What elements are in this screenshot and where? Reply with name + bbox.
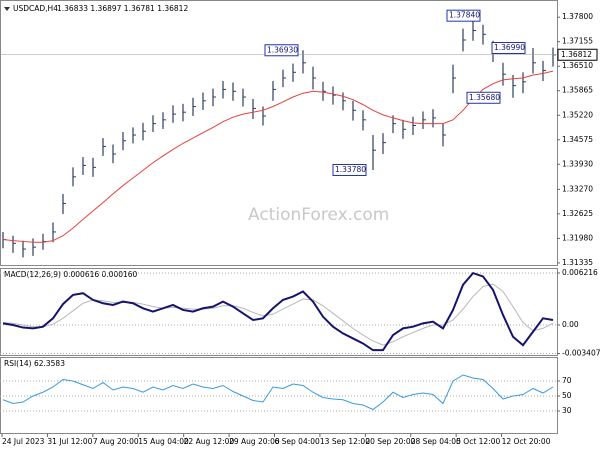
y-tick-label: 1.36510 [562, 61, 593, 70]
x-tick-label: 13 Sep 12:00 [320, 437, 370, 446]
y-tick-label: 1.35865 [562, 86, 593, 95]
y-tick-label: 1.31335 [562, 258, 593, 267]
quote: 1.36833 1.36897 1.36781 1.36812 [57, 4, 188, 13]
annotation-label: 1.36990 [494, 43, 525, 52]
y-tick-label: 1.34575 [562, 135, 593, 144]
menu-icon [4, 7, 10, 11]
series-line [2, 271, 554, 352]
x-tick-label: 28 Sep 04:00 [411, 437, 461, 446]
x-tick-label: 22 Aug 12:00 [184, 437, 235, 446]
macd-panel [0, 268, 558, 356]
y-tick-label: 1.33270 [562, 184, 593, 193]
series-line [2, 283, 554, 346]
annotation-box [491, 41, 526, 54]
x-tick-label: 15 Aug 04:00 [138, 437, 189, 446]
y-tick-label: 1.32625 [562, 209, 593, 218]
x-tick-label: 24 Jul 2023 [2, 437, 45, 446]
macd-title: MACD(12,26,9) 0.000616 0.000160 [4, 270, 138, 279]
annotation-label: 1.36930 [267, 45, 298, 54]
y-tick-label: -0.003407 [562, 349, 600, 358]
y-tick-label: 70 [562, 376, 572, 385]
y-tick-label: 1.35220 [562, 110, 593, 119]
rsi-title: RSI(14) 62.3583 [4, 359, 65, 368]
annotation-box [446, 9, 481, 22]
series-line [2, 70, 554, 243]
y-tick-label: 1.33930 [562, 159, 593, 168]
annotation-box [466, 91, 501, 104]
y-tick-label: 0.006216 [562, 268, 598, 277]
x-tick-label: 5 Oct 12:00 [456, 437, 500, 446]
y-tick-label: 1.37800 [562, 12, 593, 21]
x-tick-label: 7 Aug 20:00 [93, 437, 139, 446]
x-tick-label: 20 Sep 20:00 [365, 437, 415, 446]
x-tick-label: 31 Jul 12:00 [47, 437, 92, 446]
watermark: ActionForex.com [248, 205, 389, 225]
x-tick-label: 6 Sep 04:00 [275, 437, 321, 446]
y-tick-label: 1.37155 [562, 37, 593, 46]
x-tick-label: 12 Oct 20:00 [502, 437, 551, 446]
symbol-title: USDCAD,H4 [13, 4, 58, 13]
annotation-label: 1.37840 [449, 11, 480, 20]
last-price-label: 1.36812 [561, 50, 592, 59]
last-price-box [557, 48, 598, 61]
y-tick-label: 30 [562, 406, 572, 415]
annotation-label: 1.35680 [469, 93, 500, 102]
y-tick-label: 50 [562, 391, 572, 400]
y-tick-label: 1.31980 [562, 233, 593, 242]
annotation-label: 1.33780 [335, 165, 366, 174]
y-tick-label: 0.00 [562, 320, 579, 329]
series-line [2, 374, 554, 411]
annotation-box [332, 163, 367, 176]
x-tick-label: 29 Aug 20:00 [229, 437, 280, 446]
price-panel [0, 0, 558, 266]
annotation-box [264, 44, 299, 57]
